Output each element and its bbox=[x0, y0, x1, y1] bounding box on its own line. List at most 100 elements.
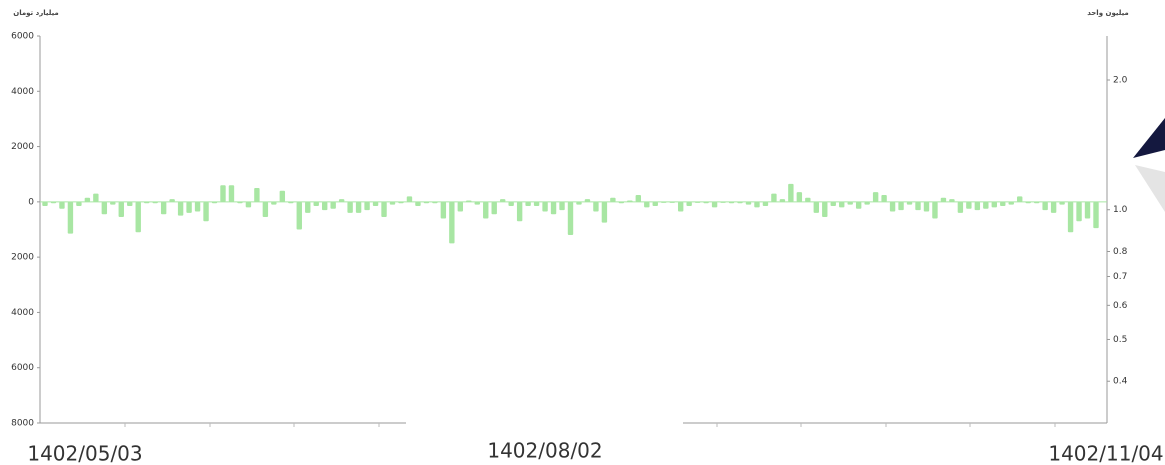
bar bbox=[1033, 201, 1040, 204]
bar bbox=[228, 185, 235, 202]
decoration bbox=[1135, 165, 1165, 212]
bar bbox=[211, 201, 218, 204]
bar bbox=[194, 201, 201, 212]
bar bbox=[406, 196, 413, 202]
bar bbox=[737, 201, 743, 204]
bar bbox=[262, 201, 269, 218]
bar bbox=[550, 201, 557, 215]
bar bbox=[457, 201, 464, 212]
bar bbox=[966, 201, 972, 209]
bar bbox=[271, 201, 277, 205]
bar bbox=[449, 201, 455, 244]
bar bbox=[542, 201, 548, 212]
bar bbox=[1042, 201, 1048, 211]
bar bbox=[93, 193, 99, 202]
bar bbox=[203, 201, 209, 222]
bar bbox=[813, 201, 819, 213]
bar bbox=[923, 201, 930, 212]
bar bbox=[118, 201, 124, 218]
bar bbox=[355, 201, 362, 213]
bar bbox=[847, 201, 853, 205]
bar bbox=[754, 201, 760, 208]
bar bbox=[237, 201, 243, 204]
y2-tick-label: 0.4 bbox=[1113, 377, 1128, 387]
bar bbox=[398, 201, 404, 204]
bar bbox=[1025, 201, 1031, 204]
bar bbox=[508, 201, 514, 207]
bar bbox=[855, 201, 862, 209]
bar bbox=[983, 201, 989, 209]
y-tick-label: 4000 bbox=[11, 308, 34, 318]
bar bbox=[728, 201, 735, 204]
bar bbox=[42, 201, 48, 207]
bar bbox=[906, 201, 913, 205]
bar bbox=[84, 197, 91, 202]
y2-axis-title: میلیون واحد bbox=[1087, 9, 1129, 17]
bar bbox=[1067, 201, 1074, 233]
bar bbox=[652, 201, 658, 207]
bar bbox=[940, 197, 947, 202]
bar bbox=[67, 201, 74, 234]
bar bbox=[762, 201, 769, 207]
bar bbox=[872, 192, 879, 202]
bar bbox=[135, 201, 141, 233]
bar bbox=[1084, 201, 1091, 219]
bar bbox=[889, 201, 896, 212]
bar bbox=[372, 201, 379, 207]
bar bbox=[559, 201, 565, 211]
y-tick-label: 6000 bbox=[11, 363, 34, 373]
bar bbox=[711, 201, 718, 208]
bar bbox=[381, 201, 387, 218]
bar bbox=[974, 201, 981, 211]
bar bbox=[1017, 196, 1023, 202]
bar bbox=[881, 194, 887, 202]
bar bbox=[1093, 201, 1099, 229]
bar bbox=[898, 201, 904, 211]
bar bbox=[288, 201, 294, 204]
bar bbox=[59, 201, 65, 209]
bar bbox=[864, 201, 870, 205]
bar bbox=[330, 201, 336, 209]
y-tick-label: 0 bbox=[28, 197, 34, 207]
bar bbox=[576, 201, 582, 205]
bar bbox=[1059, 201, 1065, 205]
bar bbox=[949, 199, 955, 202]
bar bbox=[593, 201, 599, 212]
bar bbox=[279, 190, 286, 202]
bar bbox=[152, 201, 158, 204]
bar bbox=[144, 201, 150, 204]
bar bbox=[186, 201, 192, 213]
bar bbox=[601, 201, 608, 223]
bar bbox=[644, 201, 650, 208]
bar bbox=[347, 201, 353, 213]
bar bbox=[338, 199, 345, 202]
bar bbox=[474, 201, 480, 205]
bar bbox=[254, 188, 260, 202]
y2-tick-label: 0.5 bbox=[1113, 335, 1127, 345]
bar bbox=[788, 183, 794, 202]
bar bbox=[1000, 201, 1006, 207]
bar bbox=[779, 199, 786, 202]
bar bbox=[991, 201, 997, 208]
bar bbox=[1050, 201, 1057, 213]
bar bbox=[796, 192, 803, 202]
bar bbox=[525, 201, 531, 207]
bar bbox=[322, 201, 328, 211]
date-label: 1402/05/03 bbox=[27, 442, 142, 465]
bar bbox=[245, 201, 252, 208]
bar bbox=[440, 201, 447, 219]
y-tick-label: 6000 bbox=[11, 32, 34, 42]
bar bbox=[635, 194, 642, 202]
bar bbox=[567, 201, 574, 236]
bar bbox=[466, 200, 472, 202]
bar bbox=[694, 201, 701, 203]
bar bbox=[110, 201, 116, 205]
bar bbox=[491, 201, 497, 215]
y2-tick-label: 2.0 bbox=[1113, 75, 1128, 85]
y2-tick-label: 0.7 bbox=[1113, 272, 1127, 282]
bar bbox=[305, 201, 311, 213]
bar bbox=[1076, 201, 1082, 222]
y2-tick-label: 0.8 bbox=[1113, 247, 1128, 257]
